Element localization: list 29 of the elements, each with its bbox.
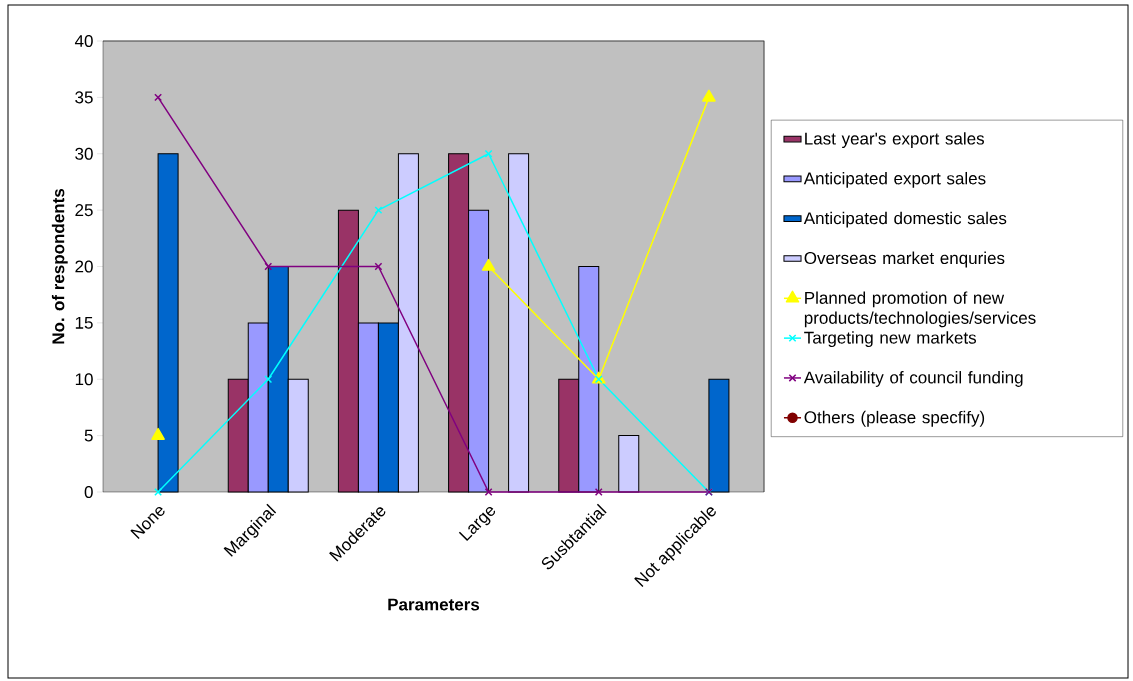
legend-label: Targeting new markets xyxy=(804,331,977,348)
point xyxy=(264,375,273,384)
point xyxy=(154,488,163,496)
bar xyxy=(618,435,640,493)
y-tick-label: 5 xyxy=(84,429,93,442)
y-tick-label: 35 xyxy=(75,91,93,104)
x-axis-title: Parameters xyxy=(388,598,480,611)
legend-label: Planned promotion of new products/technologies/services xyxy=(804,291,1036,328)
point xyxy=(374,206,383,215)
y-tick-label: 0 xyxy=(84,485,93,499)
y-tick-label: 10 xyxy=(75,373,93,386)
y-tick-label: 15 xyxy=(75,316,93,329)
y-tick-label: 30 xyxy=(75,147,93,160)
point xyxy=(151,427,165,440)
legend-label: Last year's export sales xyxy=(805,132,985,148)
y-tick-label: 20 xyxy=(75,260,93,273)
legend-label: Overseas market enquries xyxy=(804,251,1005,268)
y-axis-title: No. of respondents xyxy=(51,188,68,344)
point xyxy=(374,262,383,271)
point xyxy=(702,89,716,102)
point xyxy=(481,258,496,271)
legend-label: Availability of council funding xyxy=(803,371,1023,387)
point xyxy=(594,375,603,384)
legend-label: Others (please specfify) xyxy=(804,410,985,427)
y-tick-label: 25 xyxy=(75,204,93,217)
y-tick-label: 40 xyxy=(74,34,93,48)
legend-label: Anticipated export sales xyxy=(803,171,986,188)
bar xyxy=(508,153,530,493)
legend-label: Anticipated domestic sales xyxy=(803,211,1007,228)
